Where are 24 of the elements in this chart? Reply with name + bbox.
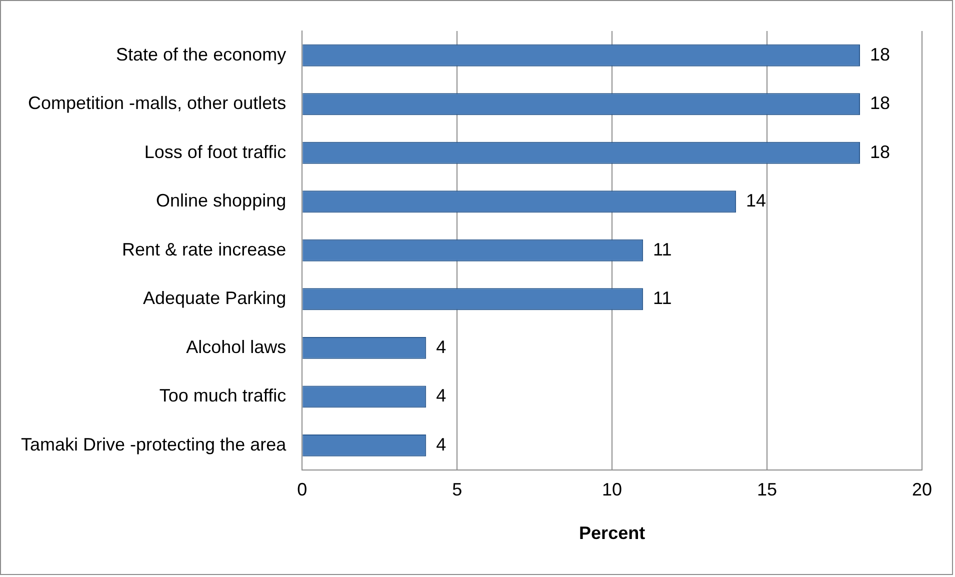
x-tick-label: 15	[757, 480, 778, 500]
data-label: 4	[436, 336, 446, 357]
data-label: 11	[653, 239, 672, 260]
x-tick-label: 10	[602, 480, 622, 500]
x-tick-label: 20	[912, 480, 932, 500]
y-tick-label: Adequate Parking	[143, 288, 286, 308]
y-tick-label: Alcohol laws	[186, 336, 286, 357]
x-axis-title: Percent	[579, 523, 646, 544]
x-tick-label: 5	[452, 480, 462, 500]
data-label: 4	[436, 386, 446, 406]
data-label: 14	[746, 190, 766, 211]
data-label: 11	[653, 288, 672, 308]
data-label: 18	[870, 142, 890, 162]
y-tick-label: Too much traffic	[159, 386, 286, 406]
data-label: 18	[870, 44, 890, 64]
x-tick-label: 0	[297, 480, 308, 500]
y-tick-label: Tamaki Drive -protecting the area	[20, 434, 288, 454]
y-tick-label: State of the economy	[116, 44, 286, 64]
y-tick-label: Loss of foot traffic	[144, 142, 286, 162]
y-tick-label: Rent & rate increase	[122, 239, 286, 260]
data-label: 4	[436, 434, 446, 454]
y-tick-label: Competition -malls, other outlets	[28, 93, 286, 114]
data-label: 18	[870, 93, 890, 114]
y-tick-label: Online shopping	[156, 190, 286, 211]
